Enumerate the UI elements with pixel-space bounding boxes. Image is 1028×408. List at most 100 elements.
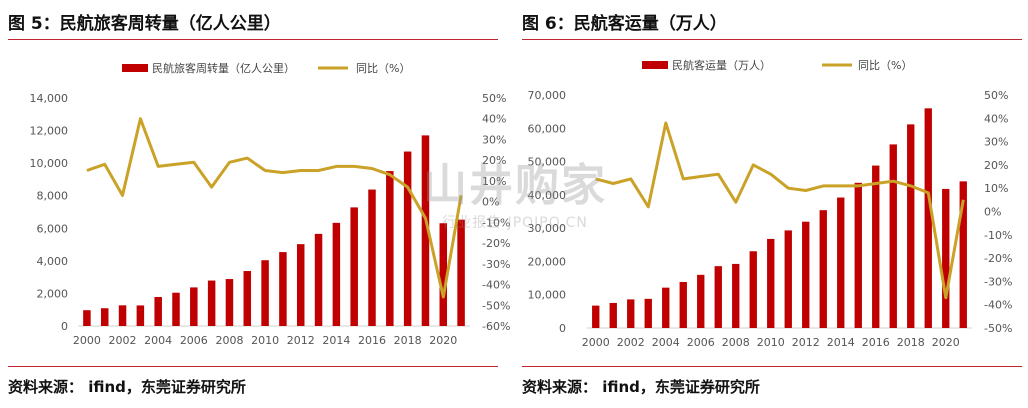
x-tick-label: 2012: [792, 336, 820, 349]
y-axis-left: 0 10,000 20,000 30,000 40,000 50,000 60,000 70,…: [528, 89, 567, 335]
y-right-tick-label: -10%: [482, 216, 510, 229]
y-left-tick-label: 30,000: [528, 222, 567, 235]
bar: [924, 108, 932, 328]
figure-5-panel: 图 5：民航旅客周转量（亿人公里） 民航旅客周转量（亿人公里） 同比（%） 0 2,0…: [8, 14, 511, 396]
legend: 民航旅客周转量（亿人公里） 同比（%）: [122, 61, 410, 75]
bar: [942, 188, 950, 328]
title-rule: [522, 39, 1022, 40]
bar: [889, 144, 897, 328]
y-left-tick-label: 12,000: [30, 125, 69, 138]
bar: [439, 223, 448, 326]
bar: [872, 165, 880, 328]
bar: [907, 124, 915, 329]
x-tick-label: 2010: [251, 334, 279, 347]
source-note: 资料来源： ifind，东莞证券研究所: [8, 378, 246, 396]
y-left-tick-label: 40,000: [528, 189, 567, 202]
bar: [368, 189, 376, 326]
x-tick-label: 2008: [722, 336, 750, 349]
y-right-tick-label: 0%: [482, 196, 499, 209]
y-right-tick-label: -30%: [984, 275, 1012, 288]
y-right-tick-label: 40%: [984, 112, 1008, 125]
x-tick-label: 2016: [862, 336, 890, 349]
x-tick-label: 2020: [429, 334, 457, 347]
bar: [350, 207, 358, 326]
y-axis-right: -50% -40% -30% -20% -10% 0% 10% 20% 30% 40% 50%: [984, 89, 1012, 335]
bar: [802, 221, 810, 328]
bar: [190, 287, 198, 326]
yoy-line: [86, 117, 463, 299]
y-axis-right: -60% -50% -40% -30% -20% -10% 0% 10% 20% 30% 40% 50…: [482, 92, 510, 333]
bar: [697, 274, 705, 328]
y-right-tick-label: 50%: [984, 89, 1008, 102]
y-left-tick-label: 6,000: [37, 222, 69, 235]
x-tick-label: 2018: [394, 334, 422, 347]
bar-series: [83, 135, 465, 326]
x-tick-label: 2006: [687, 336, 715, 349]
bar: [679, 281, 687, 328]
y-right-tick-label: 0%: [984, 206, 1001, 219]
bar: [609, 302, 617, 328]
bar: [118, 305, 127, 326]
y-left-tick-label: 20,000: [528, 255, 567, 268]
bar-series: [592, 108, 967, 329]
bar: [154, 296, 162, 326]
y-left-tick-label: 2,000: [37, 287, 69, 300]
x-tick-label: 2010: [757, 336, 785, 349]
y-left-tick-label: 0: [559, 322, 566, 335]
x-tick-label: 2002: [109, 334, 137, 347]
bar: [627, 299, 635, 328]
line-points: [86, 118, 462, 298]
bar: [854, 182, 862, 328]
y-right-tick-label: 50%: [482, 92, 506, 105]
y-right-tick-label: 10%: [984, 182, 1008, 195]
y-left-tick-label: 14,000: [30, 92, 69, 105]
bar: [136, 305, 145, 326]
x-tick-label: 2012: [287, 334, 315, 347]
bar: [421, 135, 430, 326]
x-tick-label: 2020: [932, 336, 960, 349]
legend-bar-label: 民航客运量（万人）: [672, 58, 771, 72]
x-tick-label: 2004: [144, 334, 172, 347]
y-left-tick-label: 10,000: [528, 289, 567, 302]
x-tick-label: 2002: [617, 336, 645, 349]
y-right-tick-label: -50%: [984, 322, 1012, 335]
bar: [386, 171, 394, 326]
passenger-turnover-chart: 民航旅客周转量（亿人公里） 同比（%） 0 2,000 4,000 6,000 8,000 1…: [30, 61, 511, 347]
y-left-tick-label: 8,000: [37, 190, 69, 203]
bar: [714, 266, 722, 328]
bar: [749, 251, 757, 328]
x-tick-label: 2014: [827, 336, 855, 349]
y-left-tick-label: 60,000: [528, 122, 567, 135]
bar: [314, 233, 323, 326]
y-left-tick-label: 70,000: [528, 89, 567, 102]
title-rule: [8, 39, 498, 40]
bar: [261, 260, 269, 326]
bar: [243, 271, 252, 326]
legend-line-label: 同比（%）: [858, 59, 912, 72]
y-right-tick-label: -40%: [482, 279, 510, 292]
y-right-tick-label: 20%: [482, 154, 506, 167]
y-right-tick-label: 10%: [482, 175, 506, 188]
y-left-tick-label: 0: [61, 320, 68, 333]
x-tick-label: 2018: [897, 336, 925, 349]
x-axis: 2000 2002 2004 2006 2008 2010 2012 2014 2016 2018…: [73, 334, 457, 347]
y-right-tick-label: 20%: [984, 159, 1008, 172]
bar: [644, 298, 652, 328]
legend: 民航客运量（万人） 同比（%）: [642, 58, 912, 72]
bar: [207, 280, 216, 326]
x-axis: 2000 2002 2004 2006 2008 2010 2012 2014 2016 2018…: [582, 336, 960, 349]
source-note: 资料来源： ifind，东莞证券研究所: [522, 378, 760, 396]
legend-bar-label: 民航旅客周转量（亿人公里）: [152, 61, 295, 75]
x-tick-label: 2000: [73, 334, 101, 347]
y-right-tick-label: -20%: [482, 237, 510, 250]
y-right-tick-label: -60%: [482, 320, 510, 333]
bar: [332, 222, 341, 326]
bar: [100, 308, 109, 326]
y-right-tick-label: -20%: [984, 252, 1012, 265]
y-right-tick-label: -40%: [984, 299, 1012, 312]
passenger-volume-chart: 民航客运量（万人） 同比（%） 0 10,000 20,000 30,000 40,000 5…: [528, 58, 1013, 349]
bar: [457, 219, 465, 326]
bar: [767, 238, 775, 328]
y-right-tick-label: -30%: [482, 258, 510, 271]
bar: [662, 287, 670, 328]
